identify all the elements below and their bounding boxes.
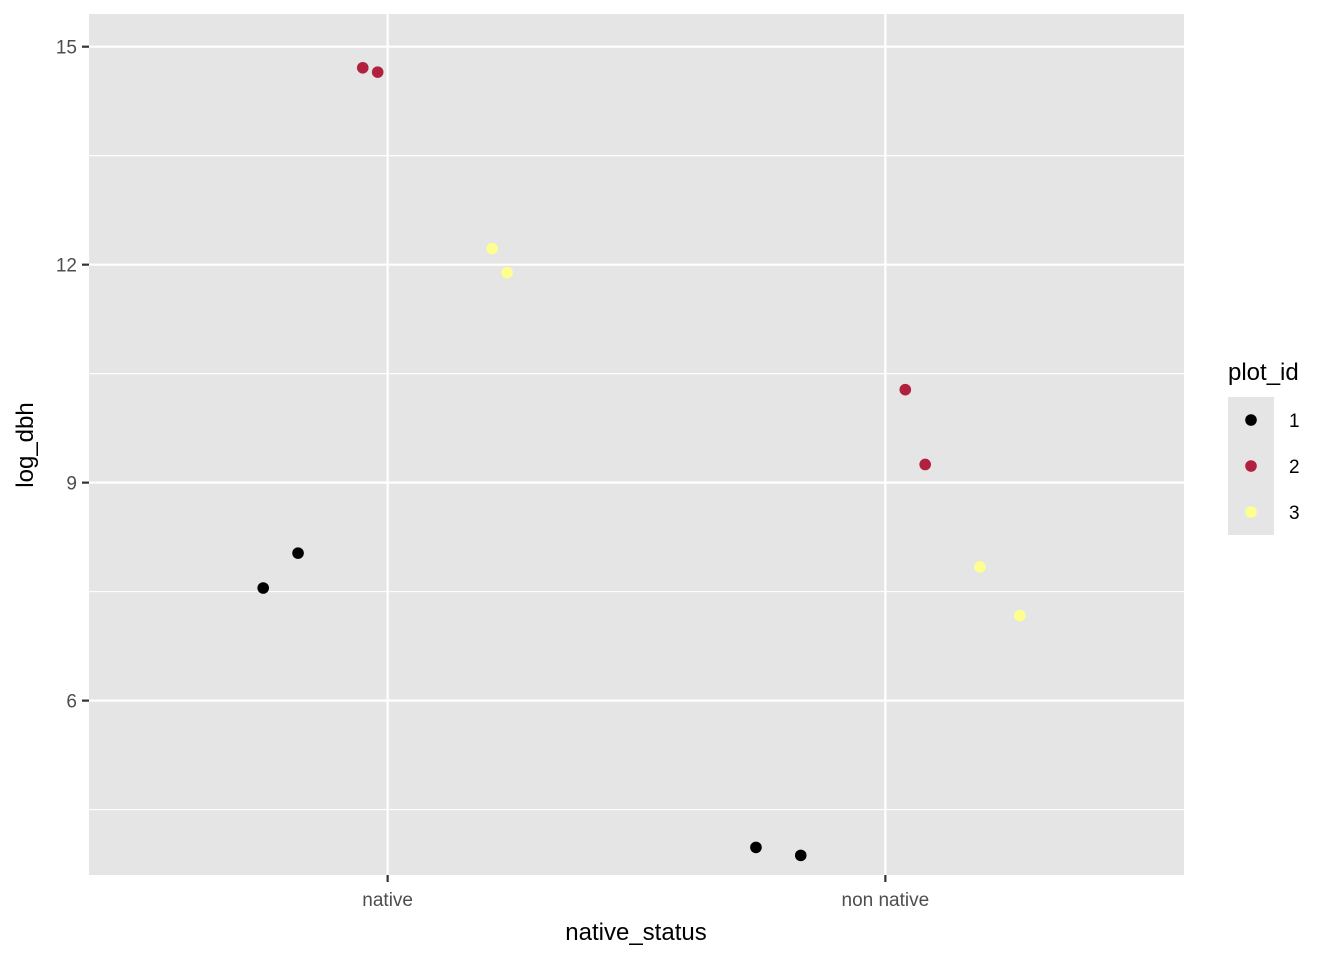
y-axis-title: log_dbh — [12, 402, 39, 487]
data-point-plot-2 — [899, 383, 912, 396]
plot-panel — [89, 14, 1184, 875]
x-axis: native non native — [362, 875, 929, 911]
data-point-plot-2 — [371, 66, 384, 78]
data-point-plot-1 — [794, 849, 807, 862]
grid-lines — [89, 14, 1184, 875]
y-axis: 6 9 12 15 — [56, 38, 89, 713]
x-tick-label: native — [362, 890, 413, 911]
legend-label-3: 3 — [1289, 503, 1300, 524]
legend-key-2 — [1245, 460, 1257, 472]
legend: plot_id 1 2 3 — [1228, 359, 1300, 535]
x-axis-title: native_status — [565, 919, 706, 946]
data-point-plot-3 — [501, 266, 513, 279]
data-point-plot-2 — [919, 458, 931, 471]
data-point-plot-3 — [1013, 609, 1026, 622]
data-point-plot-3 — [974, 561, 986, 573]
data-point-plot-3 — [486, 242, 498, 255]
y-tick-label: 6 — [66, 692, 77, 713]
legend-key-3 — [1245, 506, 1257, 518]
legend-title: plot_id — [1228, 359, 1299, 386]
y-tick-label: 9 — [66, 474, 77, 495]
legend-label-2: 2 — [1289, 457, 1300, 478]
data-point-plot-1 — [750, 841, 762, 854]
legend-label-1: 1 — [1289, 411, 1300, 432]
data-point-plot-1 — [257, 582, 270, 594]
y-tick-label: 15 — [56, 38, 77, 59]
data-point-plot-2 — [356, 61, 369, 74]
data-points — [257, 61, 1026, 862]
data-point-plot-1 — [292, 547, 304, 559]
y-tick-label: 12 — [56, 256, 77, 277]
x-tick-label: non native — [842, 890, 930, 911]
legend-key-1 — [1245, 414, 1257, 426]
